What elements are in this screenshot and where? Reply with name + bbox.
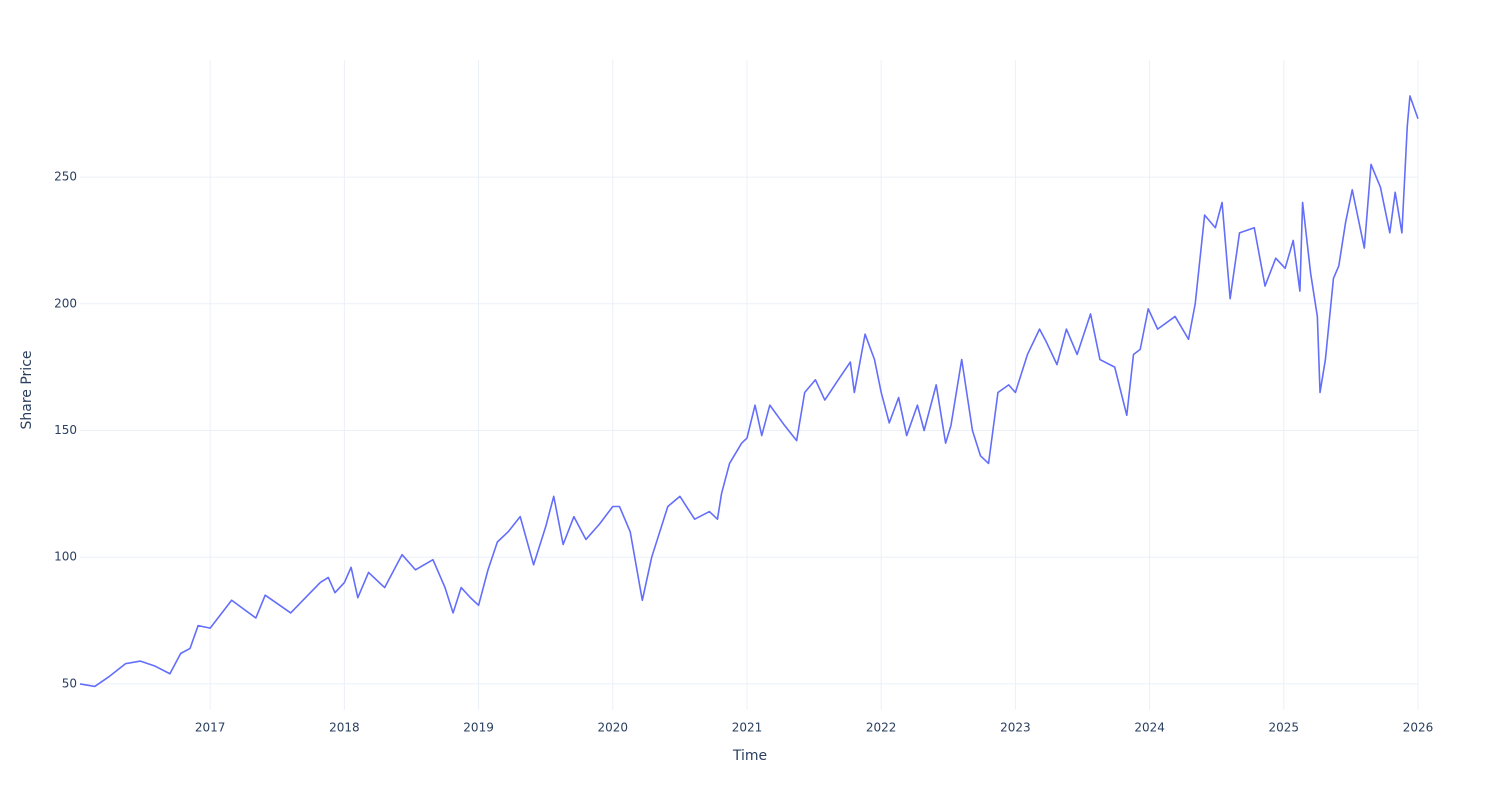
x-tick-label: 2019 [463, 721, 494, 735]
x-tick-label: 2020 [598, 721, 629, 735]
y-axis-title: Share Price [19, 350, 35, 429]
y-tick-label: 50 [62, 676, 77, 690]
line [79, 95, 1419, 688]
x-tick-label: 2024 [1134, 721, 1165, 735]
y-tick-label: 100 [54, 550, 77, 564]
x-tick-label: 2025 [1269, 721, 1300, 735]
x-tick-label: 2022 [866, 721, 897, 735]
y-tick-label: 250 [54, 170, 77, 184]
y-tick-label: 150 [54, 423, 77, 437]
y-tick-label: 200 [54, 296, 77, 310]
x-tick-label: 2021 [732, 721, 763, 735]
x-tick-label: 2017 [195, 721, 226, 735]
x-tick-label: 2023 [1000, 721, 1031, 735]
x-tick-label: 2026 [1403, 721, 1434, 735]
x-tick-label: 2018 [329, 721, 360, 735]
x-axis-title: Time [732, 748, 767, 764]
